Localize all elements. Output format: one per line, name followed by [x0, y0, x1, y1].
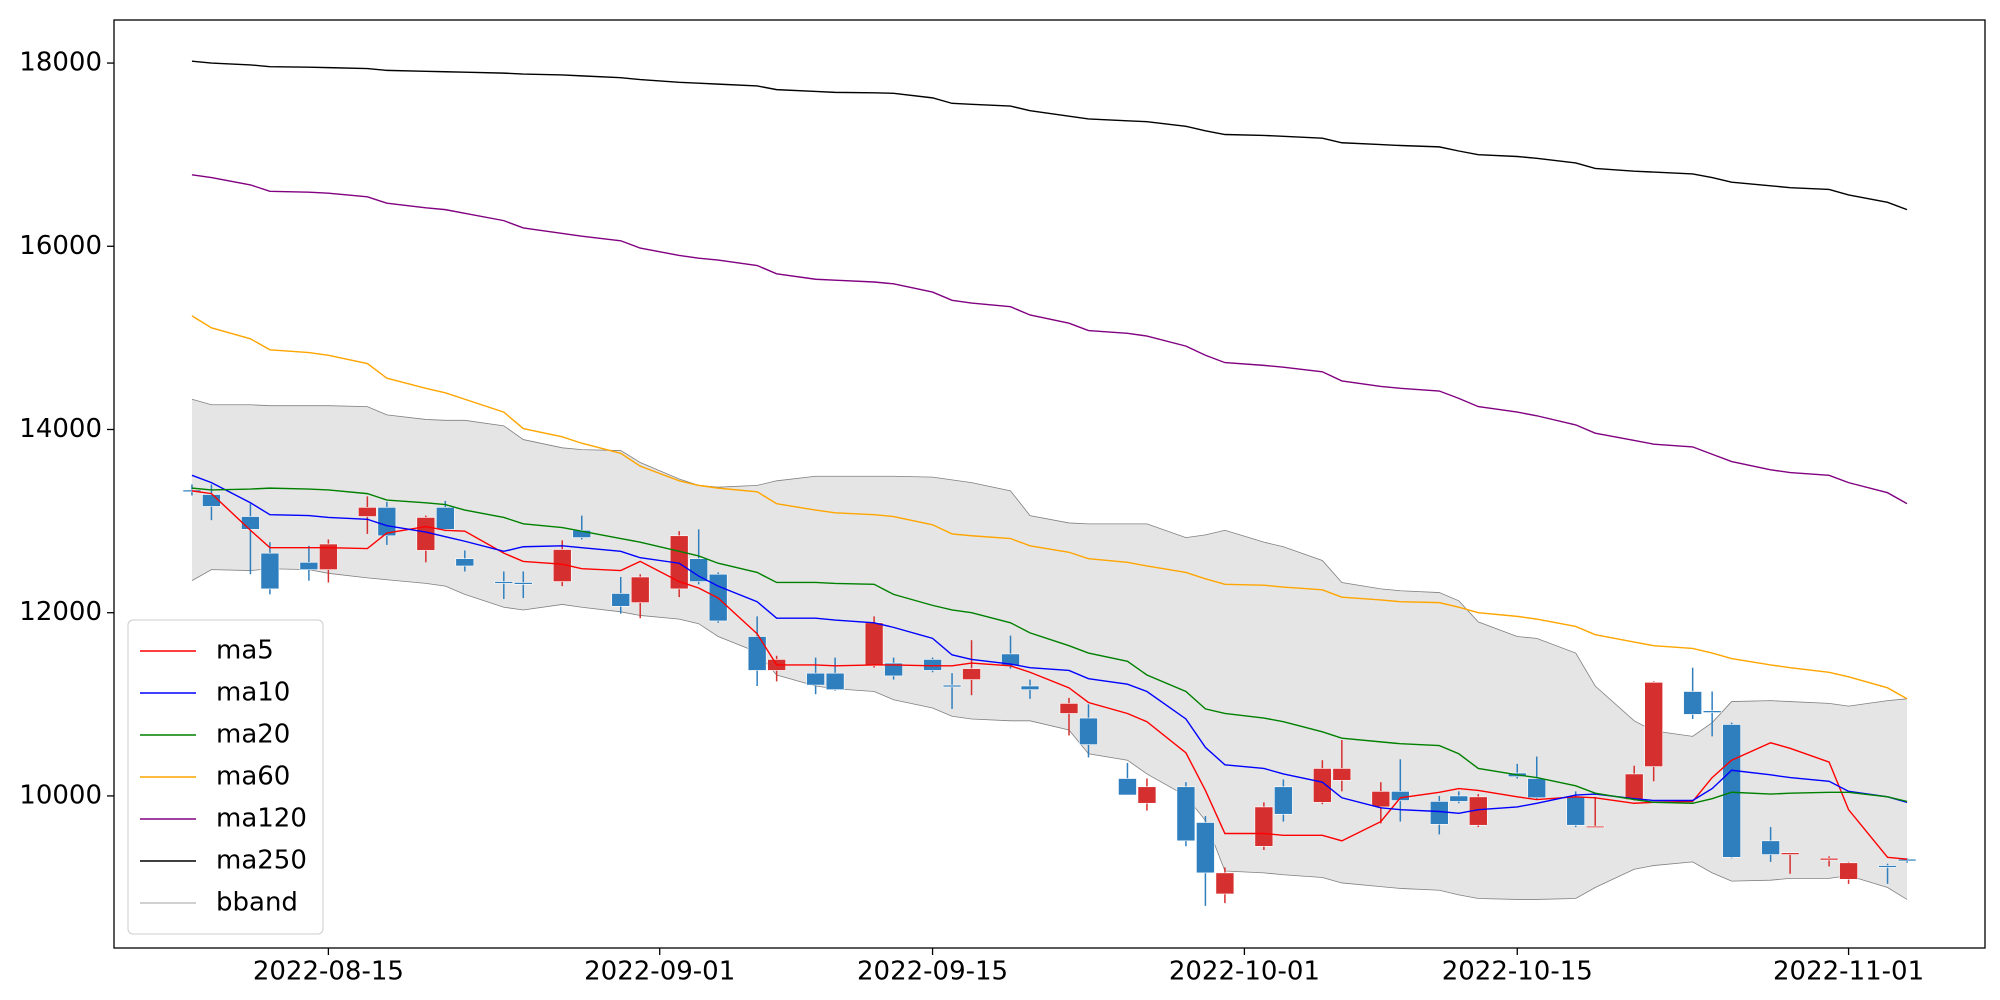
- legend-label: ma250: [216, 846, 307, 876]
- legend-label: ma20: [216, 720, 290, 750]
- legend-label: ma120: [216, 804, 307, 834]
- y-tick-label: 18000: [19, 48, 102, 78]
- ma-line: [191, 60, 1908, 211]
- candle-body: [1196, 822, 1215, 874]
- candle-body: [1780, 852, 1800, 855]
- candle-body: [1371, 791, 1391, 808]
- candle-body: [1683, 691, 1702, 715]
- candle-body: [630, 576, 650, 603]
- candle-body: [1137, 786, 1157, 804]
- candle-body: [436, 507, 455, 530]
- candle-body: [1059, 703, 1079, 714]
- candle-body: [1020, 685, 1040, 690]
- candle-body: [1118, 778, 1137, 796]
- plot-area: [182, 60, 1917, 906]
- legend: ma5 ma10 ma20 ma60 ma120 ma250 bband: [127, 619, 324, 935]
- candle-body: [747, 636, 767, 671]
- x-tick-label: 2022-08-15: [253, 957, 404, 987]
- candle-body: [1878, 865, 1897, 868]
- ma-line: [191, 315, 1908, 700]
- axes-frame: [113, 19, 1986, 949]
- candle-body: [1254, 806, 1274, 847]
- legend-label: ma60: [216, 762, 290, 792]
- candle-body: [689, 558, 708, 582]
- legend-label: ma10: [216, 678, 290, 708]
- candle-body: [825, 672, 845, 690]
- x-tick-label: 2022-10-15: [1442, 957, 1593, 987]
- candle-body: [1839, 862, 1858, 880]
- candle-body: [1079, 717, 1098, 745]
- candle-body: [377, 507, 397, 537]
- candle-body: [552, 549, 572, 582]
- y-tick-label: 16000: [19, 231, 102, 261]
- candle-body: [455, 558, 475, 567]
- band-fill: [191, 399, 1908, 900]
- x-tick-label: 2022-09-01: [584, 957, 735, 987]
- candle-body: [1313, 768, 1332, 803]
- candle-body: [1332, 768, 1352, 781]
- candle-body: [611, 593, 631, 607]
- legend-box: [127, 619, 324, 935]
- candle-body: [806, 672, 825, 686]
- candle-body: [1585, 825, 1605, 828]
- x-tick-label: 2022-10-01: [1169, 957, 1320, 987]
- candle-body: [1527, 778, 1547, 799]
- candle-body: [1274, 786, 1293, 815]
- candle-body: [1449, 795, 1469, 802]
- candle-body: [1702, 710, 1722, 713]
- x-tick-label: 2022-09-15: [857, 957, 1008, 987]
- candle-body: [884, 662, 903, 677]
- candle-body: [1644, 682, 1663, 767]
- ma-line: [191, 174, 1908, 505]
- candle-body: [942, 684, 962, 688]
- legend-label: ma5: [216, 636, 274, 666]
- candle-body: [299, 562, 319, 570]
- candle-body: [1391, 791, 1410, 801]
- candle-body: [864, 622, 884, 667]
- candle-body: [1722, 724, 1741, 858]
- y-tick-label: 10000: [19, 780, 102, 810]
- candle-body: [923, 659, 942, 671]
- candle-body: [241, 516, 260, 530]
- candle-body: [260, 552, 280, 590]
- candle-body: [572, 529, 592, 538]
- ma-line: [191, 487, 1908, 804]
- candle-body: [1176, 786, 1196, 842]
- candle-body: [1566, 796, 1586, 826]
- candle-body: [319, 543, 338, 570]
- y-tick-label: 12000: [19, 597, 102, 627]
- y-tick-label: 14000: [19, 414, 102, 444]
- ma-line: [191, 490, 1908, 860]
- candle-body: [1624, 773, 1644, 800]
- candle-body: [1761, 840, 1780, 855]
- candle-body: [1215, 872, 1235, 895]
- legend-label: bband: [216, 888, 298, 918]
- band-lower: [191, 568, 1908, 900]
- candle-body: [494, 581, 514, 584]
- candle-body: [1429, 801, 1449, 825]
- candle-body: [1897, 858, 1917, 862]
- candle-body: [1819, 857, 1839, 861]
- candle-body: [962, 668, 981, 680]
- candle-body: [513, 582, 533, 585]
- x-tick-label: 2022-11-01: [1773, 957, 1924, 987]
- band-upper: [191, 398, 1908, 737]
- candle-body: [358, 507, 377, 517]
